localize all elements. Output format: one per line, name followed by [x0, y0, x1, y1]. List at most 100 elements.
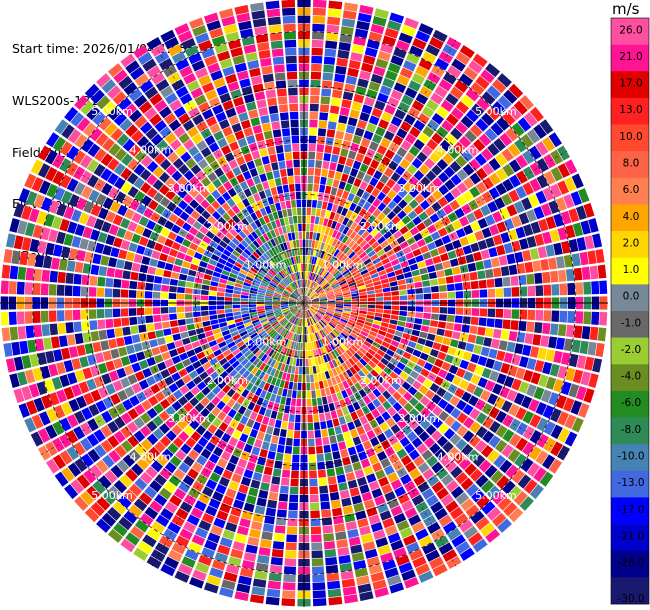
velocity-gate	[298, 326, 301, 335]
velocity-gate	[195, 391, 205, 402]
velocity-gate	[400, 260, 409, 268]
velocity-gate	[225, 288, 234, 294]
velocity-gate	[494, 277, 503, 288]
velocity-gate	[225, 564, 240, 575]
velocity-gate	[557, 324, 567, 337]
velocity-gate	[288, 284, 295, 291]
velocity-gate	[321, 318, 328, 325]
velocity-gate	[249, 594, 265, 604]
velocity-gate	[241, 208, 250, 218]
velocity-gate	[571, 253, 581, 267]
velocity-gate	[557, 180, 570, 195]
velocity-gate	[298, 288, 302, 296]
velocity-gate	[453, 323, 462, 332]
velocity-gate	[191, 60, 206, 72]
velocity-gate	[420, 176, 431, 187]
velocity-gate	[80, 170, 93, 184]
velocity-gate	[340, 318, 348, 324]
velocity-gate	[553, 350, 563, 364]
velocity-gate	[293, 167, 301, 176]
velocity-gate	[208, 305, 217, 311]
velocity-gate	[281, 297, 289, 301]
velocity-gate	[357, 316, 366, 321]
velocity-gate	[313, 315, 319, 323]
velocity-gate	[232, 214, 241, 224]
velocity-gate	[339, 562, 353, 572]
velocity-gate	[221, 579, 236, 590]
velocity-gate	[74, 133, 88, 148]
velocity-gate	[307, 255, 310, 264]
velocity-gate	[351, 306, 360, 311]
velocity-gate	[223, 415, 233, 425]
velocity-gate	[528, 398, 540, 412]
velocity-gate	[307, 318, 311, 326]
velocity-gate	[461, 324, 470, 333]
velocity-gate	[440, 379, 451, 390]
velocity-gate	[293, 223, 299, 232]
velocity-gate	[272, 304, 281, 307]
velocity-gate	[67, 462, 82, 478]
velocity-gate	[250, 287, 258, 292]
velocity-gate	[550, 270, 559, 283]
velocity-gate	[379, 226, 389, 236]
velocity-gate	[432, 342, 442, 351]
velocity-gate	[216, 337, 225, 344]
velocity-gate	[255, 349, 263, 358]
velocity-gate	[76, 117, 91, 132]
velocity-gate	[325, 336, 331, 344]
colorbar-bin	[611, 231, 649, 259]
velocity-gate	[257, 292, 266, 296]
velocity-gate	[315, 286, 321, 292]
velocity-gate	[522, 344, 532, 357]
velocity-gate	[400, 338, 409, 346]
velocity-gate	[212, 271, 221, 278]
velocity-gate	[251, 334, 260, 342]
velocity-gate	[296, 318, 300, 326]
velocity-gate	[297, 310, 301, 318]
velocity-gate	[37, 352, 48, 366]
velocity-gate	[307, 326, 310, 335]
velocity-gate	[408, 199, 419, 210]
velocity-gate	[352, 135, 362, 145]
velocity-gate	[199, 338, 208, 346]
velocity-gate	[24, 311, 33, 324]
velocity-gate	[221, 394, 231, 404]
colorbar-bin	[611, 257, 649, 285]
velocity-gate	[312, 0, 327, 8]
velocity-gate	[490, 122, 504, 136]
velocity-gate	[321, 225, 327, 234]
velocity-gate	[134, 371, 145, 382]
velocity-gate	[262, 523, 274, 533]
velocity-gate	[198, 493, 211, 505]
velocity-gate	[341, 362, 349, 371]
velocity-gate	[57, 322, 66, 335]
velocity-gate	[372, 341, 381, 349]
velocity-gate	[305, 350, 309, 359]
colorbar-bin	[611, 364, 649, 392]
velocity-gate	[305, 310, 307, 319]
velocity-gate	[146, 239, 156, 249]
velocity-gate	[308, 272, 312, 280]
velocity-gate	[350, 454, 360, 464]
velocity-gate	[393, 47, 407, 59]
velocity-gate	[285, 397, 292, 406]
velocity-gate	[238, 327, 247, 334]
velocity-gate	[271, 162, 279, 171]
velocity-gate	[332, 286, 341, 291]
velocity-gate	[353, 272, 362, 279]
velocity-gate	[313, 224, 319, 233]
velocity-gate	[238, 344, 247, 352]
velocity-gate	[227, 514, 240, 525]
velocity-gate	[266, 171, 274, 181]
velocity-gate	[159, 196, 171, 208]
velocity-gate	[453, 452, 466, 465]
velocity-gate	[350, 254, 359, 262]
velocity-gate	[310, 518, 321, 527]
velocity-gate	[282, 291, 290, 297]
velocity-gate	[495, 288, 504, 298]
velocity-gate	[182, 474, 195, 487]
velocity-gate	[222, 191, 232, 202]
velocity-gate	[348, 319, 357, 324]
velocity-gate	[343, 294, 351, 298]
velocity-gate	[444, 403, 455, 415]
